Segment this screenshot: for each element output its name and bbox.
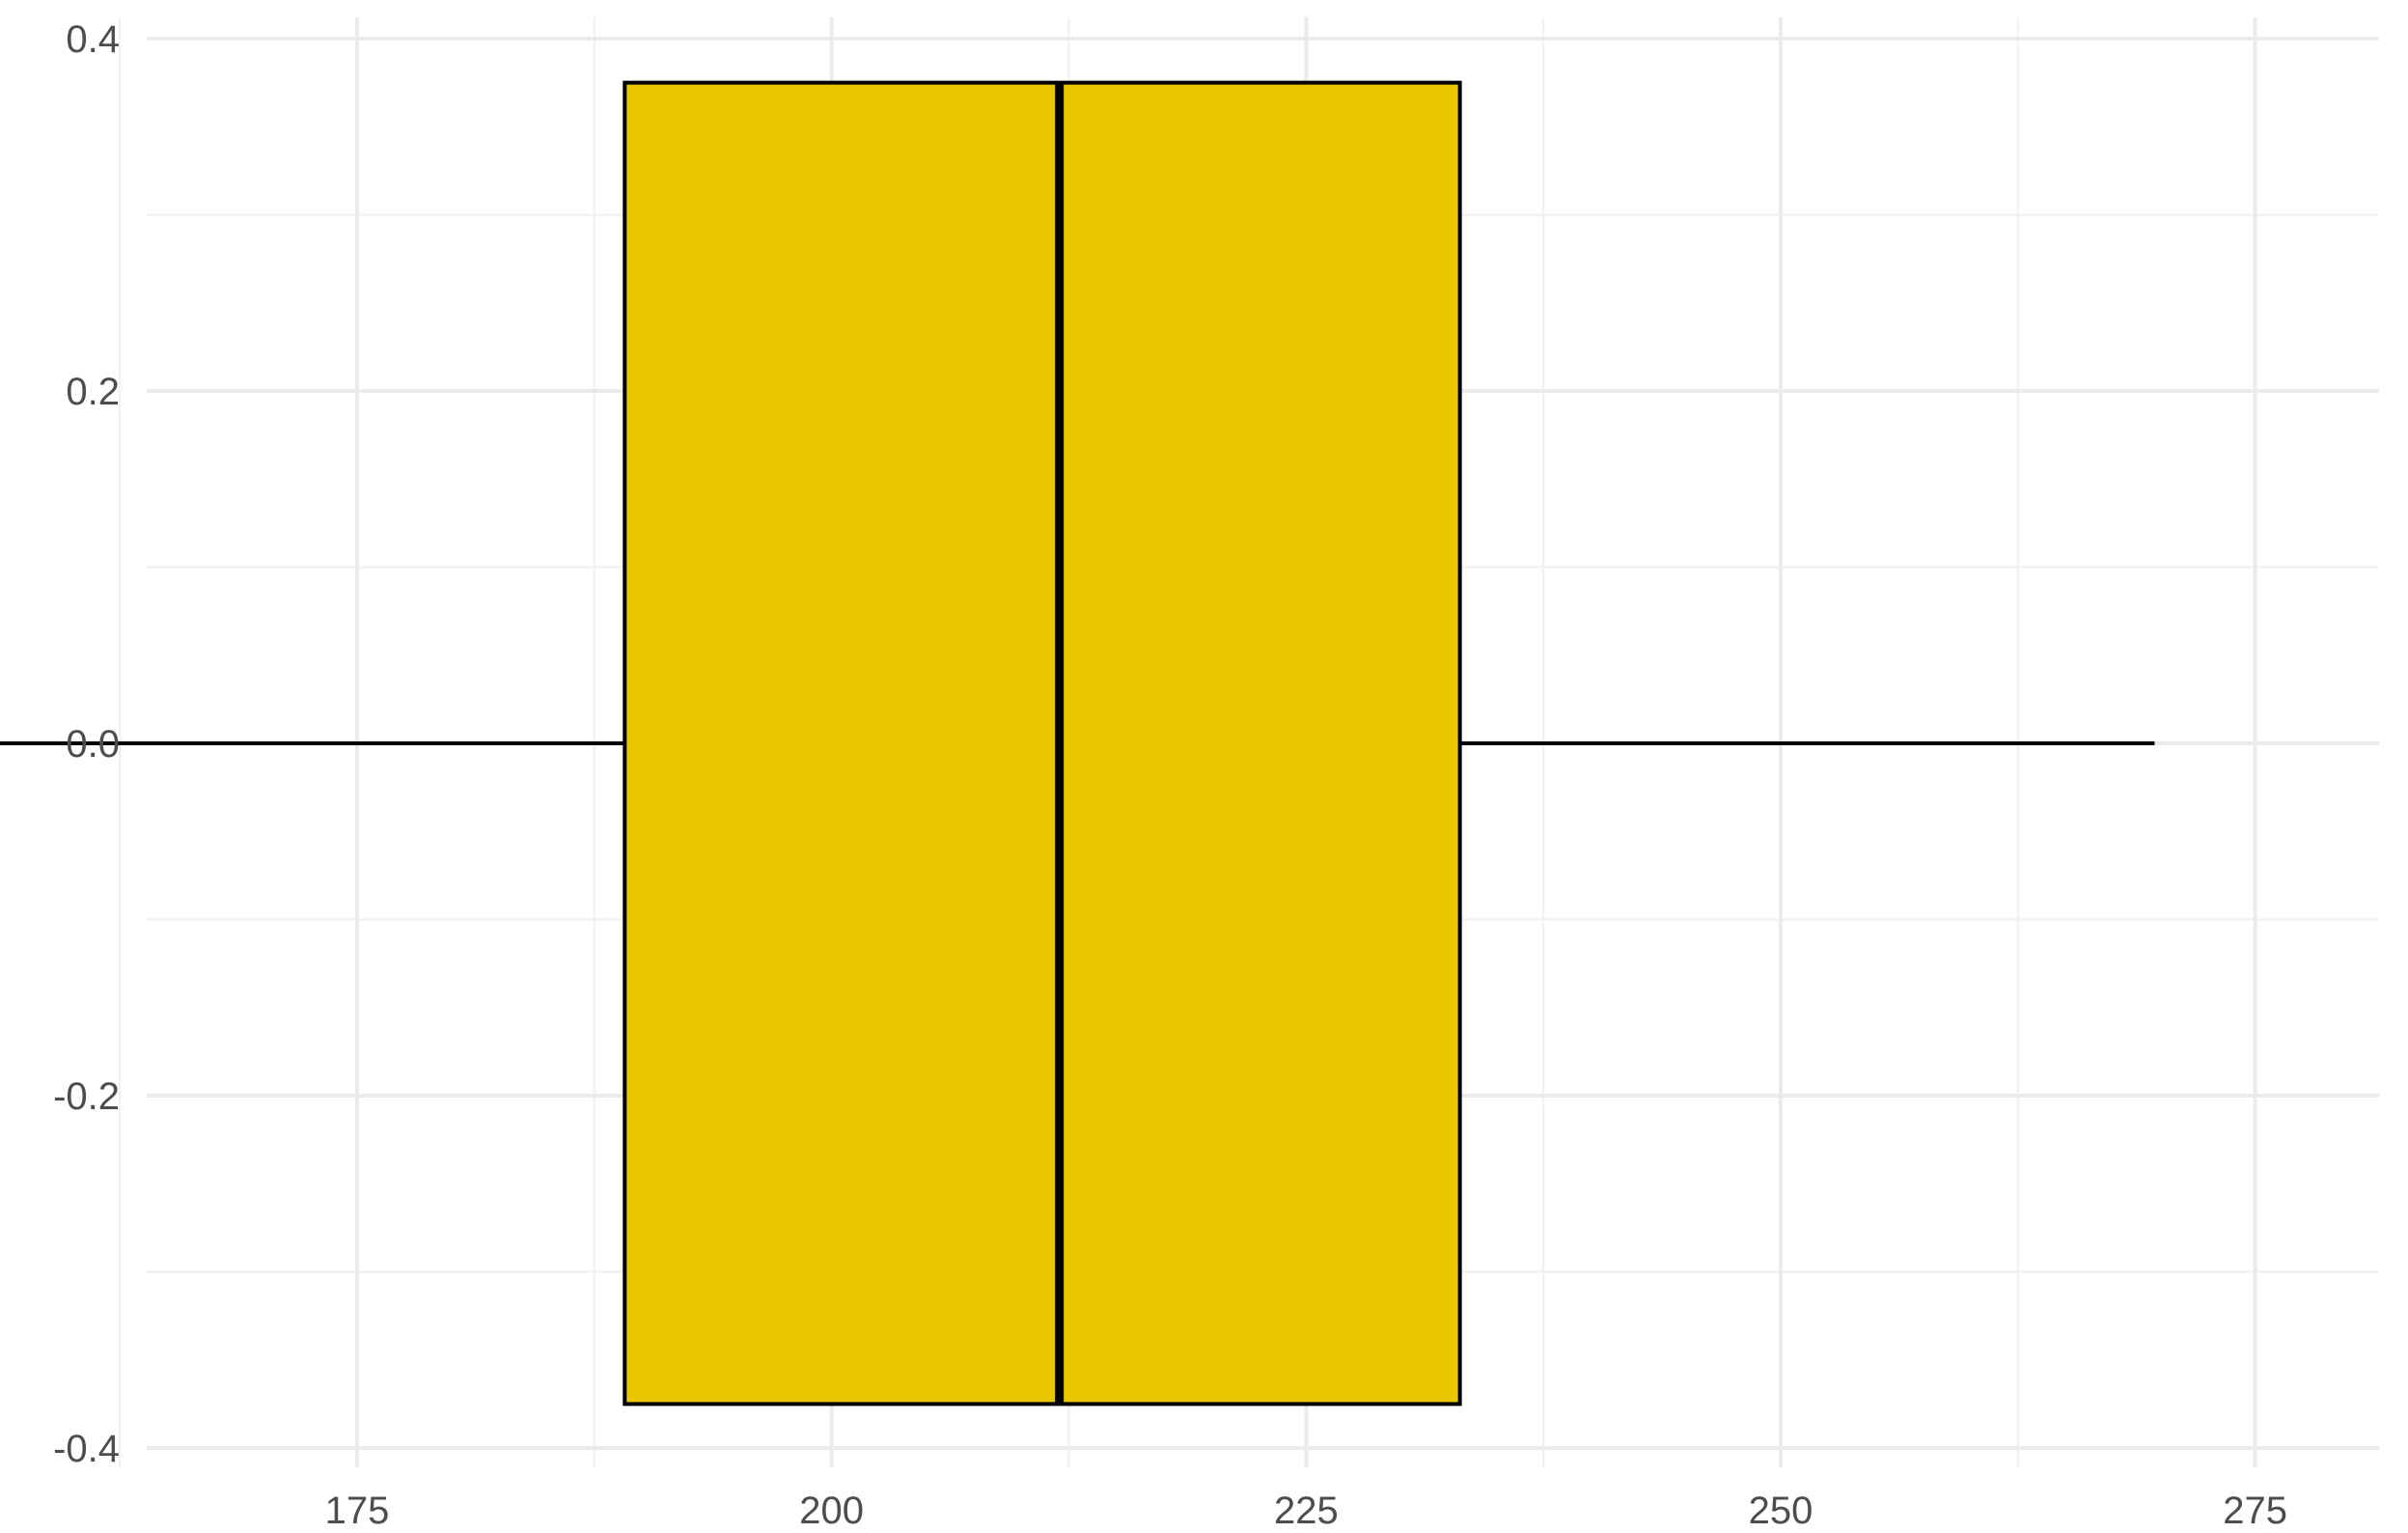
y-tick-label: 0.4 xyxy=(66,18,120,61)
x-tick-label: 175 xyxy=(325,1490,390,1532)
x-tick-label: 225 xyxy=(1274,1490,1339,1532)
plot-area xyxy=(0,80,2155,1407)
iqr-box xyxy=(623,80,1462,1407)
x-tick-label: 200 xyxy=(799,1490,864,1532)
x-tick-label: 250 xyxy=(1749,1490,1813,1532)
y-tick-label: -0.2 xyxy=(53,1075,120,1118)
y-tick-label: -0.4 xyxy=(53,1428,120,1470)
axis-labels: 175 200 225 250 275 0.4 0.2 0.0 -0.2 -0.4 xyxy=(53,18,2287,1532)
y-tick-label: 0.0 xyxy=(66,723,120,766)
y-tick-label: 0.2 xyxy=(66,371,120,413)
x-tick-label: 275 xyxy=(2223,1490,2287,1532)
